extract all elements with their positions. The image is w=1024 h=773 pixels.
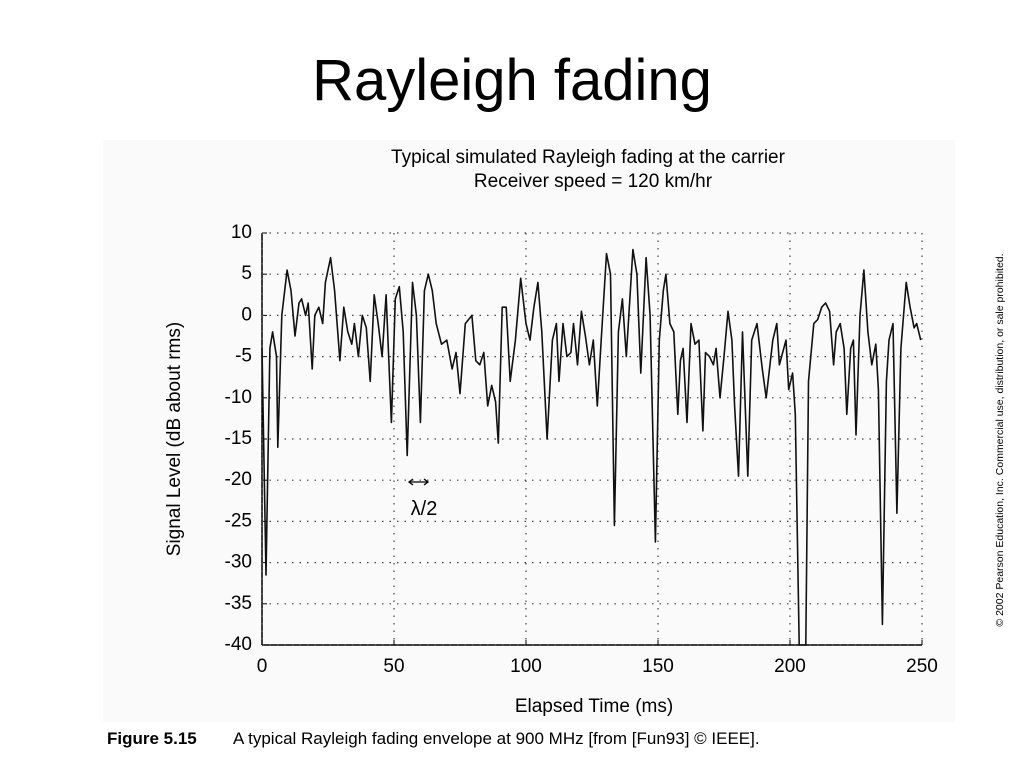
x-axis-label: Elapsed Time (ms) bbox=[515, 696, 673, 717]
x-tick-label: 150 bbox=[642, 656, 674, 677]
signal-line bbox=[261, 248, 922, 646]
y-tick-label: 10 bbox=[231, 222, 252, 243]
slide-title: Rayleigh fading bbox=[312, 48, 712, 113]
y-axis-label: Signal Level (dB about rms) bbox=[164, 322, 185, 556]
x-tick-label: 50 bbox=[383, 656, 404, 677]
x-tick-label: 250 bbox=[906, 656, 938, 677]
caption-label: Figure 5.15 bbox=[107, 729, 197, 748]
chart-subtitle: Receiver speed = 120 km/hr bbox=[474, 171, 713, 192]
y-tick-label: -5 bbox=[235, 346, 252, 367]
y-tick-label: -30 bbox=[225, 552, 252, 573]
y-tick-label: -20 bbox=[225, 469, 252, 490]
annotation: λ/2 bbox=[411, 498, 438, 520]
copyright: © 2002 Pearson Education, Inc. Commercia… bbox=[994, 253, 1006, 626]
wavelength-arrow bbox=[407, 478, 430, 486]
y-tick-label: -25 bbox=[225, 510, 252, 531]
x-tick-label: 0 bbox=[257, 656, 268, 677]
y-tick-label: 5 bbox=[241, 263, 252, 284]
y-tick-label: -10 bbox=[225, 387, 252, 408]
x-tick-label: 200 bbox=[774, 656, 806, 677]
caption-text: A typical Rayleigh fading envelope at 90… bbox=[233, 729, 760, 748]
chart-title: Typical simulated Rayleigh fading at the… bbox=[391, 147, 786, 168]
y-tick-label: -15 bbox=[225, 428, 252, 449]
y-tick-label: -35 bbox=[225, 593, 252, 614]
y-tick-label: -40 bbox=[225, 634, 252, 655]
y-tick-label: 0 bbox=[241, 304, 252, 325]
figure-background bbox=[103, 140, 955, 722]
x-tick-label: 100 bbox=[510, 656, 542, 677]
